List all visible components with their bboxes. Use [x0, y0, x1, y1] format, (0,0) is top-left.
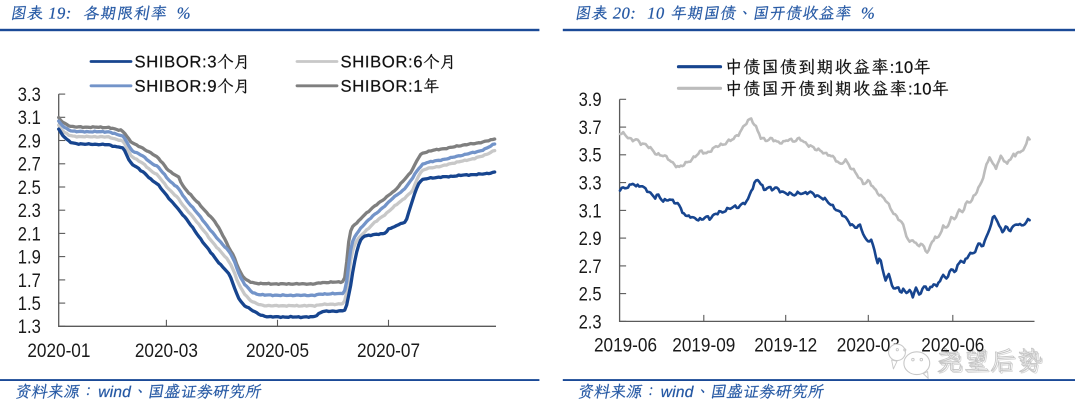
svg-text:2020-07: 2020-07	[357, 340, 420, 362]
svg-text:2.7: 2.7	[579, 256, 602, 278]
svg-text:2020-03: 2020-03	[837, 335, 900, 357]
svg-text:2020-03: 2020-03	[135, 340, 198, 362]
svg-text:2019-12: 2019-12	[754, 335, 817, 357]
svg-text:3.9: 3.9	[579, 89, 602, 111]
svg-text:1.9: 1.9	[18, 247, 41, 269]
svg-text:2.3: 2.3	[579, 311, 602, 333]
svg-text:1.3: 1.3	[18, 316, 41, 338]
svg-text:1.5: 1.5	[18, 293, 41, 315]
svg-text:2020-06: 2020-06	[921, 335, 984, 357]
svg-text:2020-05: 2020-05	[246, 340, 309, 362]
svg-text:3.3: 3.3	[579, 173, 602, 195]
svg-text:2020-01: 2020-01	[27, 340, 90, 362]
svg-text:2.5: 2.5	[18, 177, 41, 199]
svg-text:3.7: 3.7	[579, 117, 602, 139]
svg-text:2.3: 2.3	[18, 200, 41, 222]
svg-text:3.5: 3.5	[579, 145, 602, 167]
svg-text:3.1: 3.1	[18, 107, 41, 129]
svg-text:2.1: 2.1	[18, 223, 41, 245]
svg-text:3.1: 3.1	[579, 200, 602, 222]
svg-text:2019-09: 2019-09	[672, 335, 735, 357]
svg-text:2.9: 2.9	[18, 130, 41, 152]
svg-text:2019-06: 2019-06	[594, 335, 657, 357]
svg-text:2.5: 2.5	[579, 284, 602, 306]
svg-text:2.9: 2.9	[579, 228, 602, 250]
svg-text:2.7: 2.7	[18, 154, 41, 176]
svg-text:1.7: 1.7	[18, 270, 41, 292]
svg-text:3.3: 3.3	[18, 84, 41, 106]
